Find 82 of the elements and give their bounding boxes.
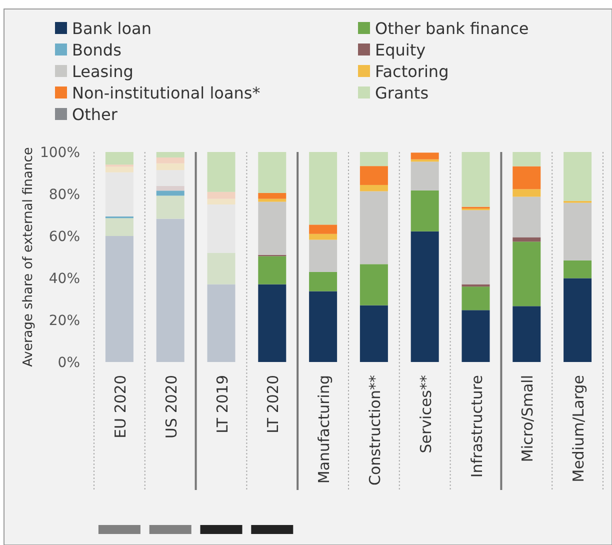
y-tick-label: 20% [48, 313, 80, 329]
bar [564, 202, 592, 260]
y-tick-label: 40% [48, 271, 80, 287]
bar [360, 166, 388, 185]
bar [156, 190, 184, 196]
y-tick-label: 60% [48, 229, 80, 245]
bar [512, 196, 541, 238]
bar [105, 236, 134, 362]
legend-label: Bank loan [72, 19, 152, 38]
y-tick-label: 0% [58, 355, 80, 371]
bar [309, 272, 338, 292]
x-tick-label: EU 2020 [111, 375, 130, 438]
y-axis-title: Average share of external finance [21, 147, 36, 367]
bar [512, 242, 541, 306]
bar [156, 163, 184, 170]
y-tick-label: 100% [40, 145, 80, 161]
bar [258, 152, 286, 193]
legend-label: Equity [375, 40, 426, 60]
bar [360, 264, 388, 306]
x-tick-label: LT 2019 [213, 375, 232, 434]
legend-label: Other bank finance [375, 19, 529, 38]
bar [309, 152, 338, 225]
bar [462, 310, 490, 362]
bar [360, 191, 388, 264]
bar [258, 192, 286, 199]
bar [512, 152, 541, 166]
bar [156, 157, 184, 164]
bar [207, 152, 236, 192]
bar [105, 166, 134, 172]
bar [207, 198, 236, 204]
legend-label: Grants [375, 84, 429, 102]
bar [512, 166, 541, 190]
bar [410, 162, 439, 190]
x-tick-label: LT 2020 [264, 375, 282, 434]
bar [207, 252, 236, 284]
bar [564, 278, 592, 362]
bar [156, 152, 184, 158]
x-tick-label: Infrastructure [468, 375, 486, 478]
bar [105, 172, 134, 216]
bar [105, 152, 134, 165]
bar [462, 152, 490, 207]
x-tick-label: Medium/Large [570, 375, 588, 482]
legend-label: Bonds [72, 40, 122, 60]
x-tick-label: Micro/Small [518, 375, 537, 462]
legend-label: Other [72, 105, 118, 124]
bar [309, 224, 338, 234]
y-tick-label: 80% [48, 187, 80, 203]
x-tick-label: US 2020 [162, 375, 180, 438]
bar [156, 218, 184, 362]
bar [207, 284, 236, 362]
bar [564, 152, 592, 201]
bar [462, 210, 490, 284]
bar [512, 189, 541, 197]
bar [360, 152, 388, 166]
bar [360, 305, 388, 362]
legend-label: Factoring [375, 62, 449, 81]
bar [105, 218, 134, 236]
legend-label: Non-institutional loans* [72, 84, 260, 102]
bar [156, 170, 184, 186]
bar [512, 237, 541, 242]
x-tick-label: Construction** [366, 374, 384, 486]
x-tick-label: Services** [416, 374, 435, 454]
bar [309, 234, 338, 240]
bar [410, 231, 439, 362]
bar [512, 306, 541, 362]
bar [207, 204, 236, 253]
bar [564, 260, 592, 278]
bar [258, 198, 286, 202]
bar [258, 284, 286, 362]
bar [156, 196, 184, 219]
bar [207, 192, 236, 199]
bar [258, 256, 286, 284]
bar [258, 202, 286, 255]
bar [410, 152, 439, 160]
bar [309, 240, 338, 272]
legend-label: Leasing [72, 62, 134, 81]
bar [462, 286, 490, 310]
x-tick-label: Manufacturing [315, 375, 334, 484]
bar [156, 186, 184, 191]
bar [309, 291, 338, 362]
bar [410, 190, 439, 232]
bar [360, 184, 388, 192]
